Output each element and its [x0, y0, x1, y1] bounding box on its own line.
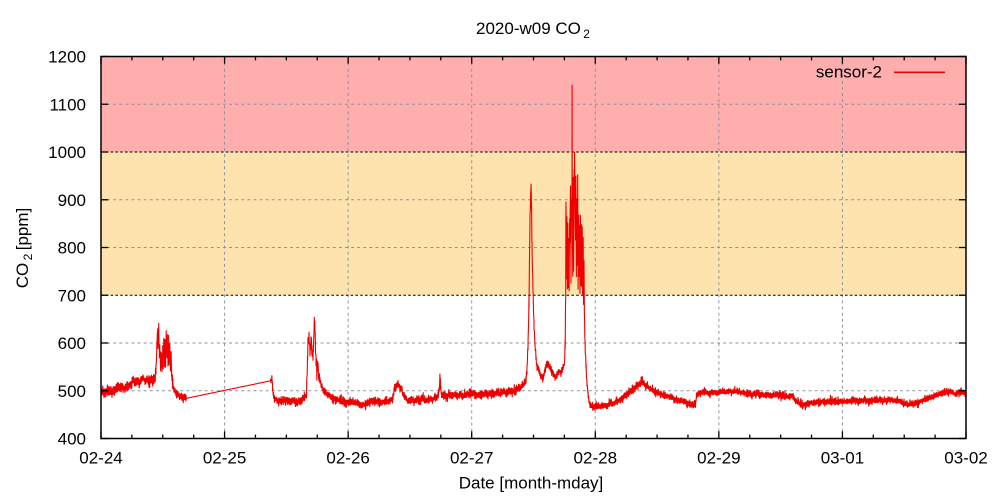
svg-text:02-27: 02-27: [450, 449, 493, 468]
svg-text:02-29: 02-29: [697, 449, 740, 468]
svg-text:02-26: 02-26: [326, 449, 369, 468]
svg-text:1100: 1100: [49, 95, 86, 114]
svg-text:03-01: 03-01: [821, 449, 864, 468]
svg-text:03-02: 03-02: [944, 449, 987, 468]
svg-text:900: 900: [58, 191, 86, 210]
svg-text:02-24: 02-24: [79, 449, 122, 468]
svg-text:2020-w09 CO 2: 2020-w09 CO 2: [476, 19, 590, 41]
svg-text:500: 500: [58, 382, 86, 401]
svg-text:02-28: 02-28: [574, 449, 617, 468]
svg-text:800: 800: [58, 239, 86, 258]
svg-text:CO 2 [ppm]: CO 2 [ppm]: [13, 208, 35, 289]
svg-text:400: 400: [58, 430, 86, 449]
svg-text:sensor-2: sensor-2: [816, 63, 882, 82]
svg-text:02-25: 02-25: [203, 449, 246, 468]
svg-text:1000: 1000: [48, 143, 86, 162]
svg-text:700: 700: [58, 286, 86, 305]
svg-text:600: 600: [58, 334, 86, 353]
svg-text:Date [month-mday]: Date [month-mday]: [459, 474, 604, 493]
svg-text:1200: 1200: [48, 48, 86, 67]
